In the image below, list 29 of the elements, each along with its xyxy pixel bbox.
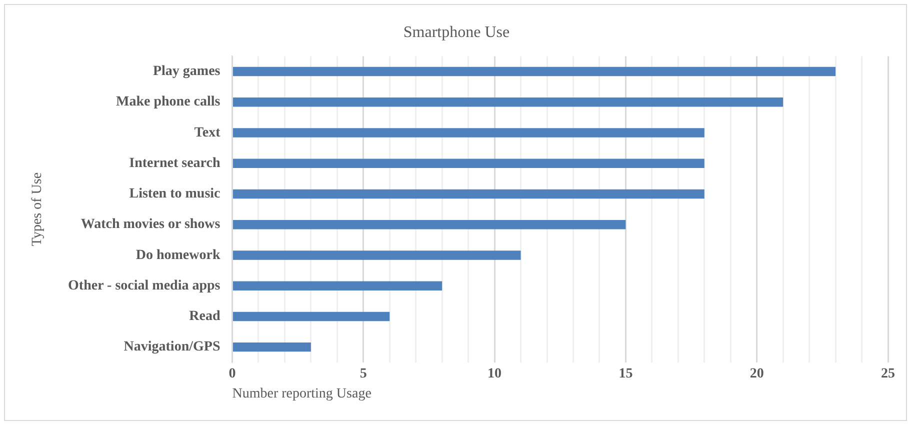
bar <box>232 158 704 168</box>
bar <box>232 220 626 230</box>
x-tick-label: 10 <box>488 366 502 382</box>
bar <box>232 281 442 290</box>
y-tick-label: Play games <box>152 64 221 80</box>
x-tick-label: 25 <box>881 366 895 382</box>
y-tick-label: Watch movies or shows <box>80 217 221 232</box>
y-tick-label: Other - social media apps <box>68 278 221 294</box>
x-tick-label: 5 <box>360 366 367 382</box>
y-tick-label: Navigation/GPS <box>124 340 220 355</box>
y-tick-label: Listen to music <box>129 186 220 202</box>
y-tick-label: Do homework <box>136 248 220 263</box>
y-tick-label: Text <box>194 125 221 140</box>
x-tick-label: 20 <box>750 366 764 382</box>
chart-title: Smartphone Use <box>403 24 510 41</box>
bar <box>232 66 836 76</box>
y-tick-label: Internet search <box>129 156 220 171</box>
bar <box>232 250 521 260</box>
x-axis-title: Number reporting Usage <box>232 386 372 402</box>
y-axis-title: Types of Use <box>30 172 46 246</box>
bar <box>232 342 311 352</box>
bar <box>232 312 390 322</box>
x-tick-label: 15 <box>618 366 633 382</box>
bar <box>232 98 784 107</box>
y-tick-label: Read <box>189 309 220 324</box>
y-tick-label: Make phone calls <box>116 94 221 110</box>
x-tick-label: 0 <box>228 366 236 382</box>
bar <box>232 189 704 199</box>
bar <box>232 128 704 138</box>
